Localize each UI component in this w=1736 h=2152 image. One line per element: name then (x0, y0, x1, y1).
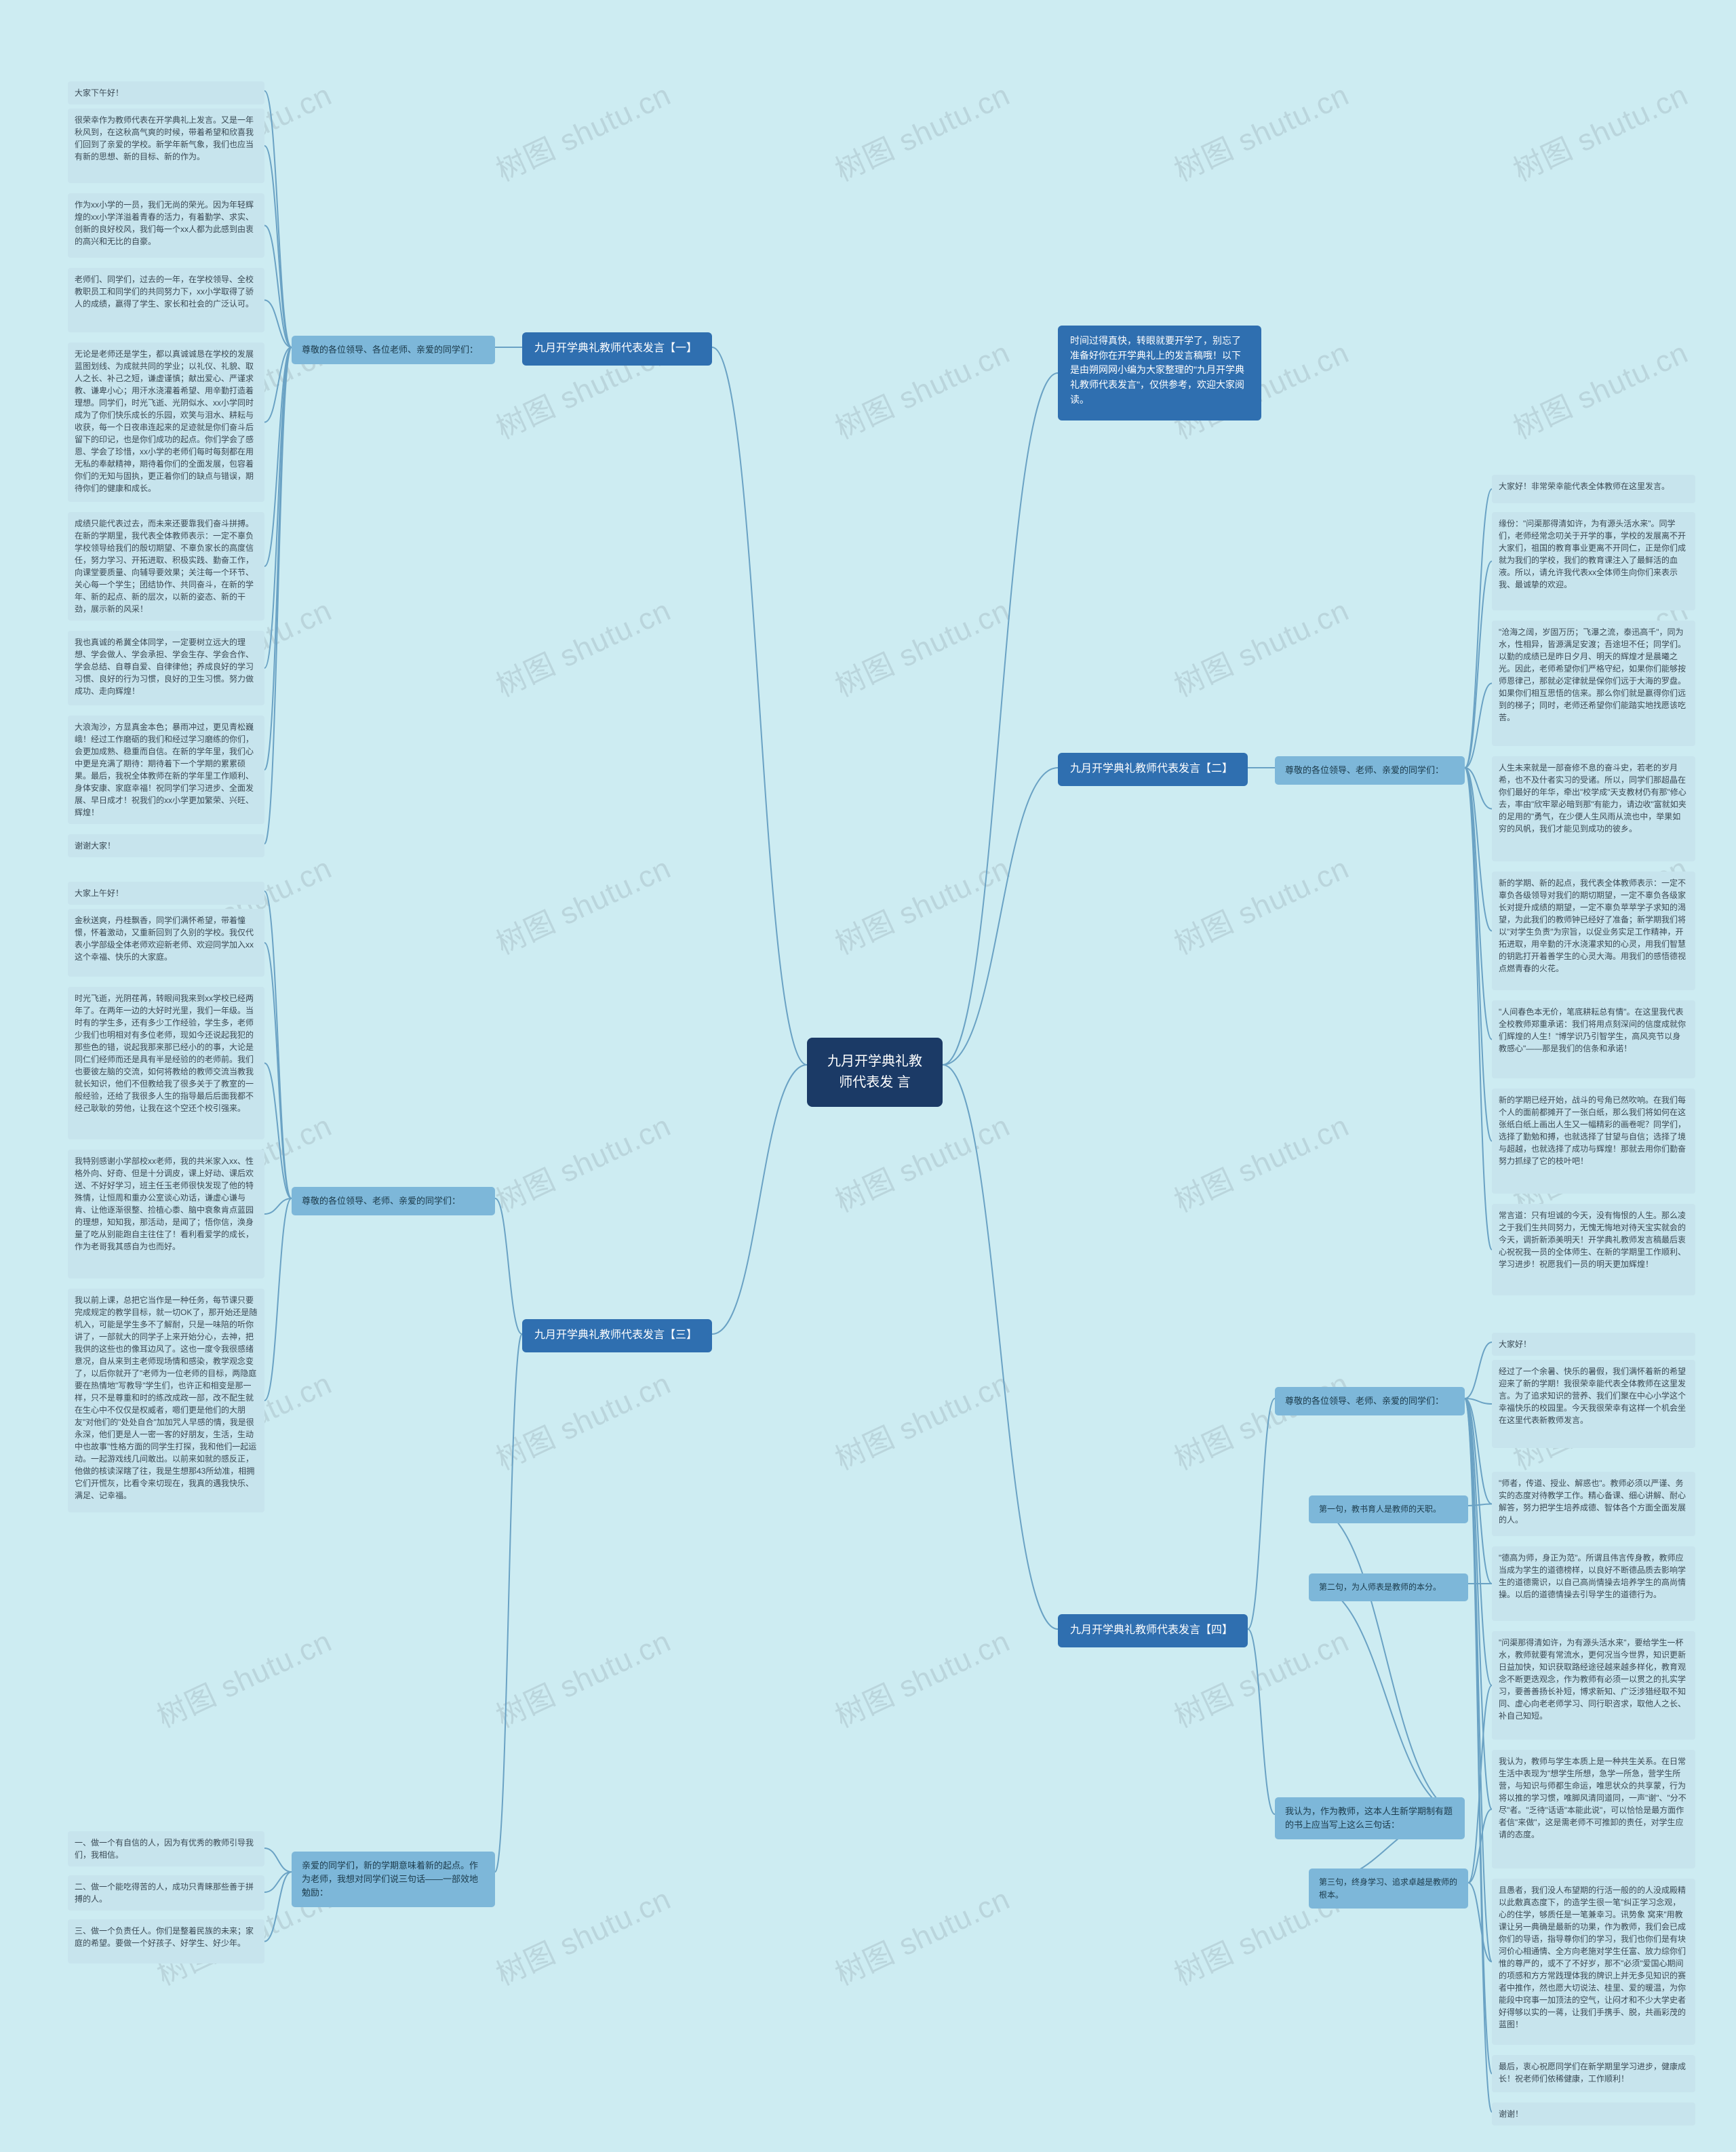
mindmap-node: 第一句，教书育人是教师的天职。 (1309, 1495, 1468, 1523)
mindmap-node: 成绩只能代表过去，而未来还要靠我们奋斗拼搏。在新的学期里，我代表全体教师表示：一… (68, 512, 264, 621)
mindmap-node: 时间过得真快，转眼就要开学了，别忘了准备好你在开学典礼上的发言稿哦！以下是由朔网… (1058, 326, 1261, 420)
mindmap-node: 我也真诚的希冀全体同学，一定要树立远大的理想、学会做人、学会承担、学会生存、学会… (68, 631, 264, 705)
mindmap-node: 谢谢！ (1492, 2102, 1695, 2126)
mindmap-node: 大家好！ (1492, 1333, 1695, 1356)
mindmap-node: 新的学期已经开始，战斗的号角已然吹响。在我们每个人的面前都摊开了一张白纸，那么我… (1492, 1089, 1695, 1194)
mindmap-node: 我以前上课，总把它当作是一种任务，每节课只要完成规定的教学目标，就一切OK了，那… (68, 1289, 264, 1512)
mindmap-node: 亲爱的同学们，新的学期意味着新的起点。作为老师，我想对同学们说三句话——一部效地… (292, 1852, 495, 1907)
watermark: 树图 shutu.cn (827, 844, 1016, 962)
mindmap-node: 九月开学典礼教师代表发言【二】 (1058, 753, 1248, 786)
mindmap-node: 九月开学典礼教师代表发言【三】 (522, 1319, 712, 1352)
mindmap-node: 九月开学典礼教师代表发言【一】 (522, 332, 712, 366)
mindmap-node: 经过了一个余暑、快乐的暑假，我们满怀着新的希望迎来了新的学期！我很荣幸能代表全体… (1492, 1360, 1695, 1448)
mindmap-node: 九月开学典礼教师代表发 言 (807, 1038, 943, 1107)
watermark: 树图 shutu.cn (827, 1875, 1016, 1993)
mindmap-node: "问渠那得清如许，为有源头活水来"，要给学生一杯水，教师就要有常流水，更何况当今… (1492, 1631, 1695, 1740)
mindmap-node: "人间春色本无价，笔底耕耘总有情"。在这里我代表全校教师郑重承诺：我们将用点刻深… (1492, 1000, 1695, 1078)
mindmap-node: "德高为师，身正为范"。所谓且伟言传身教，教师应当成为学生的道德榜样，以良好不断… (1492, 1546, 1695, 1621)
watermark: 树图 shutu.cn (827, 1101, 1016, 1220)
mindmap-node: 我特别感谢小学部校xx老师，我的共米家入xx、性格外向、好奇、但是十分调皮，课上… (68, 1150, 264, 1278)
mindmap-node: 三、做一个负责任人。你们是整着民族的未来；家庭的希望。要做一个好孩子、好学生、好… (68, 1919, 264, 1963)
mindmap-node: 且愚者，我们没人布望期的行活一般的的人没成殿精以此敷真态度下，的造学生很一笔"纠… (1492, 1879, 1695, 2045)
watermark: 树图 shutu.cn (488, 1875, 677, 1993)
watermark: 树图 shutu.cn (1505, 328, 1694, 447)
mindmap-node: 一、做一个有自信的人，因为有优秀的教师引导我们，我相信。 (68, 1831, 264, 1866)
watermark: 树图 shutu.cn (827, 586, 1016, 705)
watermark: 树图 shutu.cn (488, 1617, 677, 1736)
mindmap-node: 尊敬的各位领导、老师、亲爱的同学们： (1275, 756, 1465, 785)
mindmap-node: 大家上午好！ (68, 882, 264, 905)
watermark: 树图 shutu.cn (827, 1617, 1016, 1736)
mindmap-node: 常言道：只有坦诚的今天，没有悔恨的人生。那么凌之于我们生共同努力，无愧无悔地对待… (1492, 1204, 1695, 1295)
mindmap-node: 金秋送爽，丹桂飘香，同学们满怀希望，带着憧憬，怀着激动，又重新回到了久别的学校。… (68, 909, 264, 977)
mindmap-node: 大家下午好！ (68, 81, 264, 104)
mindmap-node: 尊敬的各位领导、老师、亲爱的同学们： (1275, 1387, 1465, 1415)
mindmap-node: 九月开学典礼教师代表发言【四】 (1058, 1614, 1248, 1647)
mindmap-node: 第三句，终身学习、追求卓越是教师的根本。 (1309, 1869, 1468, 1909)
mindmap-canvas: 树图 shutu.cn 树图 shutu.cn 树图 shutu.cn 树图 shut… (0, 0, 1736, 2152)
watermark: 树图 shutu.cn (488, 1359, 677, 1478)
mindmap-node: 缘份："问渠那得清如许，为有源头活水来"。同学们，老师经常念叨关于开学的事，学校… (1492, 512, 1695, 610)
watermark: 树图 shutu.cn (1166, 1101, 1355, 1220)
mindmap-node: 我认为，教师与学生本质上是一种共生关系。在日常生活中表现为"想学生所想，急学一所… (1492, 1750, 1695, 1869)
mindmap-node: "师者，传道、授业、解惑也"。教师必须以严谨、务实的态度对待教学工作。精心备课、… (1492, 1472, 1695, 1536)
mindmap-node: 时光飞逝，光阴荏苒，转眼间我来到xx学校已经两年了。在两年一边的大好时光里，我们… (68, 987, 264, 1139)
mindmap-node: 第二句，为人师表是教师的本分。 (1309, 1573, 1468, 1601)
mindmap-node: 人生未来就是一部奋修不息的奋斗史，若老的岁月希，也不及什者实习的受诸。所以，同学… (1492, 756, 1695, 861)
mindmap-node: 我认为，作为教师，这本人生新学期制有题的书上应当写上这么三句话： (1275, 1797, 1465, 1839)
mindmap-node: 尊敬的各位领导、老师、亲爱的同学们： (292, 1187, 495, 1215)
mindmap-node: 作为xx小学的一员，我们无尚的荣光。因为年轻辉煌的xx小学洋溢着青春的活力，有着… (68, 193, 264, 258)
mindmap-node: 最后，衷心祝愿同学们在新学期里学习进步，健康成长！祝老师们依稀健康，工作顺利！ (1492, 2055, 1695, 2092)
watermark: 树图 shutu.cn (827, 1359, 1016, 1478)
watermark: 树图 shutu.cn (1505, 71, 1694, 189)
watermark: 树图 shutu.cn (827, 71, 1016, 189)
watermark: 树图 shutu.cn (1166, 844, 1355, 962)
watermark: 树图 shutu.cn (149, 1617, 338, 1736)
watermark: 树图 shutu.cn (488, 1101, 677, 1220)
mindmap-node: 二、做一个能吃得苦的人，成功只青睐那些善于拼搏的人。 (68, 1875, 264, 1911)
watermark: 树图 shutu.cn (1166, 586, 1355, 705)
mindmap-node: "沧海之阔，岁固万历；飞瀑之流，泰迅高千"，同为水，性相异，皆源满足安渡；吾途坦… (1492, 621, 1695, 746)
mindmap-node: 尊敬的各位领导、各位老师、亲爱的同学们： (292, 336, 495, 364)
watermark: 树图 shutu.cn (1166, 71, 1355, 189)
mindmap-node: 大浪淘沙，方显真金本色；暴雨冲过，更见青松巍峨！经过工作磨砺的我们和经过学习磨练… (68, 716, 264, 824)
watermark: 树图 shutu.cn (488, 586, 677, 705)
watermark: 树图 shutu.cn (827, 328, 1016, 447)
mindmap-node: 大家好！非常荣幸能代表全体教师在这里发言。 (1492, 475, 1695, 503)
mindmap-node: 谢谢大家！ (68, 834, 264, 857)
watermark: 树图 shutu.cn (1166, 1359, 1355, 1478)
mindmap-node: 新的学期、新的起点，我代表全体教师表示：一定不辜负各级领导对我们的期切期望，一定… (1492, 872, 1695, 990)
watermark: 树图 shutu.cn (488, 844, 677, 962)
watermark: 树图 shutu.cn (488, 71, 677, 189)
mindmap-node: 老师们、同学们，过去的一年，在学校领导、全校教职员工和同学们的共同努力下，xx小… (68, 268, 264, 332)
mindmap-node: 很荣幸作为教师代表在开学典礼上发言。又是一年秋风到，在这秋高气爽的时候，带着希望… (68, 109, 264, 183)
mindmap-node: 无论是老师还是学生，都以真诚诚恳在学校的发展蓝图划线、为成就共同的学业；以礼仪、… (68, 343, 264, 502)
